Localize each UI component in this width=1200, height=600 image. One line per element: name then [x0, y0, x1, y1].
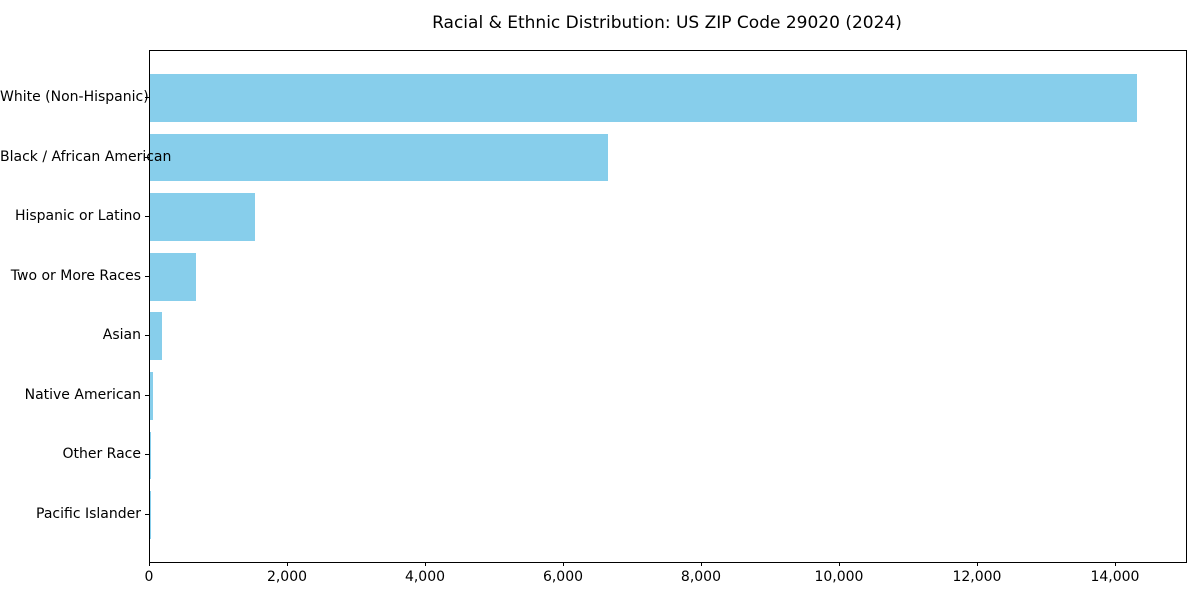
bar-asian	[150, 312, 163, 361]
bar-white-non-hispanic	[150, 74, 1137, 122]
bar-two-or-more-races	[150, 252, 196, 301]
y-tick-mark	[145, 513, 149, 515]
y-tick-mark	[145, 454, 149, 456]
y-label-hispanic-or-latino: Hispanic or Latino	[14, 208, 141, 225]
x-tick-mark	[424, 562, 426, 566]
x-tick-label-2-000: 2,000	[266, 569, 308, 585]
y-tick-mark	[145, 335, 149, 337]
x-tick-mark	[149, 562, 150, 566]
y-label-white-non-hispanic: White (Non-Hispanic)	[0, 89, 149, 106]
x-tick-mark	[700, 562, 702, 566]
x-tick-label-0: 0	[144, 569, 154, 585]
y-label-black-african-american: Black / African American	[0, 148, 172, 165]
y-tick-mark	[145, 275, 149, 277]
bar-native-american	[150, 372, 154, 420]
y-label-pacific-islander: Pacific Islander	[36, 505, 141, 522]
x-tick-label-12-000: 12,000	[952, 569, 1002, 585]
y-tick-mark	[145, 216, 149, 218]
y-label-asian: Asian	[102, 327, 141, 344]
x-tick-mark	[976, 562, 978, 566]
y-tick-mark	[145, 394, 149, 396]
x-tick-mark	[286, 562, 288, 566]
y-tick-mark	[145, 97, 149, 99]
x-tick-label-14-000: 14,000	[1090, 569, 1140, 585]
x-tick-label-8-000: 8,000	[680, 569, 722, 585]
y-label-native-american: Native American	[24, 386, 141, 403]
x-tick-label-6-000: 6,000	[542, 569, 584, 585]
bar-other-race	[150, 431, 152, 480]
y-label-other-race: Other Race	[62, 446, 141, 463]
x-tick-label-4-000: 4,000	[404, 569, 446, 585]
x-tick-mark	[838, 562, 840, 566]
bar-hispanic-or-latino	[150, 193, 255, 241]
x-tick-label-10-000: 10,000	[814, 569, 864, 585]
plot-area	[149, 50, 1187, 563]
x-tick-mark	[1114, 562, 1116, 566]
chart-title: Racial & Ethnic Distribution: US ZIP Cod…	[432, 13, 902, 33]
x-tick-mark	[562, 562, 564, 566]
y-tick-mark	[145, 156, 149, 158]
bar-black-african-american	[150, 133, 609, 182]
y-label-two-or-more-races: Two or More Races	[10, 267, 141, 284]
